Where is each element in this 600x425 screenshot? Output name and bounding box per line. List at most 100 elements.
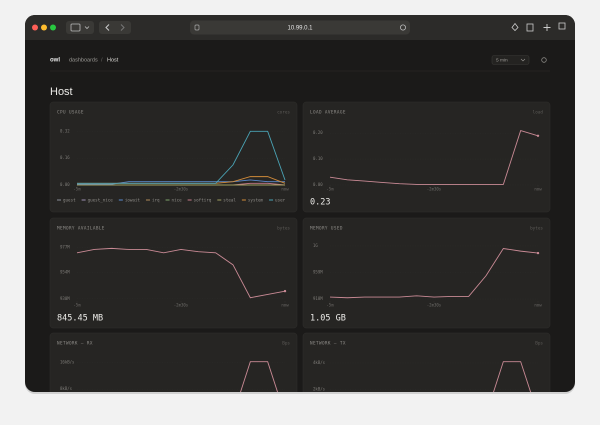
y-tick-label: 4kB/s <box>313 360 326 365</box>
y-tick-label: 918M <box>313 296 323 301</box>
y-tick-label: 0.16 <box>60 155 70 160</box>
panel: NETWORK — TX Bps 2kB/s 4kB/s -5m -2m30s now <box>302 332 551 423</box>
series-line <box>329 248 539 299</box>
panel-title: NETWORK — TX <box>310 341 346 347</box>
x-tick-label: now <box>281 418 289 423</box>
forward-icon[interactable] <box>120 24 125 31</box>
x-tick-label: -2m30s <box>174 418 189 423</box>
x-tick-label: now <box>281 187 289 192</box>
breadcrumb-current: Host <box>107 57 119 63</box>
x-tick-label: -2m30s <box>427 187 442 192</box>
panel: LOAD AVERAGE load 0.00 0.10 0.20 -5m -2m30s now… <box>302 101 551 213</box>
panels: CPU USAGE cores 0.00 0.16 0.32 -5m -2m30s now gu… <box>49 101 551 423</box>
share-icon[interactable] <box>526 23 534 32</box>
panel-title: MEMORY AVAILABLE <box>57 226 105 232</box>
last-point <box>283 289 287 293</box>
range-value: 5 min <box>496 57 508 63</box>
x-tick-label: -2m30s <box>427 418 442 423</box>
x-tick-label: -2m30s <box>427 303 442 308</box>
panel: CPU USAGE cores 0.00 0.16 0.32 -5m -2m30s now gu… <box>49 101 298 213</box>
y-tick-label: 16kB/s <box>60 359 75 364</box>
back-icon[interactable] <box>105 24 110 31</box>
series-line <box>77 361 286 392</box>
legend-label: system <box>248 197 264 202</box>
panel-bg <box>302 101 551 213</box>
breadcrumb-separator: / <box>101 57 103 63</box>
series-line <box>76 247 286 299</box>
panel-unit: load <box>533 110 544 116</box>
breadcrumb-link[interactable]: dashboards <box>69 57 98 63</box>
legend-label: guest <box>63 197 76 202</box>
panel: NETWORK — RX Bps 8kB/s 16kB/s -5m -2m30s now <box>49 332 298 423</box>
legend-label: irq <box>152 197 160 202</box>
x-tick-label: now <box>281 303 289 308</box>
x-tick-label: -5m <box>73 418 81 423</box>
legend-label: user <box>275 197 286 202</box>
legend-label: guest_nice <box>88 197 114 202</box>
page-title: Host <box>50 86 73 98</box>
panel-bg <box>49 332 298 392</box>
panel-unit: bytes <box>277 226 290 232</box>
y-tick-label: 954M <box>60 270 70 275</box>
series-line <box>77 130 286 184</box>
nav-buttons[interactable] <box>99 21 131 34</box>
x-tick-label: -2m30s <box>174 303 189 308</box>
panel-unit: Bps <box>282 341 290 347</box>
y-tick-label: 0.00 <box>313 182 323 187</box>
x-tick-label: now <box>534 303 542 308</box>
bookmark-icon[interactable] <box>511 22 519 32</box>
brand[interactable]: owl <box>50 58 60 64</box>
reload-icon[interactable] <box>399 24 406 31</box>
panel-title: LOAD AVERAGE <box>310 110 346 116</box>
minimize-button[interactable] <box>41 24 47 31</box>
legend-label: iowait <box>125 197 141 202</box>
x-tick-label: -5m <box>326 187 334 192</box>
range-chevron <box>520 58 526 62</box>
last-point <box>537 413 539 415</box>
panel: MEMORY AVAILABLE bytes 930M 954M 977M -5m -2m3… <box>49 217 298 329</box>
url: 10.99.0.1 <box>287 26 313 32</box>
panel-title: CPU USAGE <box>57 110 84 116</box>
x-tick-label: -5m <box>73 303 81 308</box>
series-line <box>330 361 539 392</box>
legend-label: steal <box>223 197 236 202</box>
y-tick-label: 2kB/s <box>313 386 326 391</box>
last-point <box>536 251 540 255</box>
panel-bg <box>302 332 551 392</box>
last-point <box>536 134 540 137</box>
x-tick-label: -2m30s <box>174 187 189 192</box>
x-tick-label: -5m <box>326 303 334 308</box>
y-tick-label: 930M <box>60 296 70 301</box>
panel-bg <box>302 217 551 329</box>
y-tick-label: 977M <box>60 244 70 249</box>
y-tick-label: 8kB/s <box>60 386 73 391</box>
panel-unit: cores <box>277 111 290 116</box>
legend-label: softirq <box>194 197 212 202</box>
current-value: 0.23 <box>310 198 330 208</box>
panel-unit: bytes <box>530 226 543 232</box>
panel-title: MEMORY USED <box>310 226 343 232</box>
chevron-icon <box>84 26 90 30</box>
y-tick-label: 0.10 <box>313 156 323 161</box>
page-icon <box>194 24 200 31</box>
x-tick-label: now <box>534 418 542 423</box>
panel: MEMORY USED bytes 918M 959M 1G -5m -2m30s now 1.… <box>302 217 551 329</box>
legend-label: nice <box>172 197 183 202</box>
tabs-icon[interactable] <box>558 22 566 30</box>
browser-window: 10.99.0.1 owl dashboards / Host 5 min Ho… <box>25 15 575 423</box>
close-button[interactable] <box>32 24 38 31</box>
series-line <box>329 130 539 185</box>
y-tick-label: 0.00 <box>60 182 70 187</box>
panel-title: NETWORK — RX <box>57 341 93 347</box>
range-select[interactable] <box>491 55 530 65</box>
new-tab-icon[interactable] <box>543 24 551 31</box>
address-bar[interactable] <box>190 20 410 35</box>
panel-bg <box>49 217 298 329</box>
current-value: 1.05 GB <box>310 314 346 324</box>
sidebar-icon <box>70 23 81 32</box>
panel-bg <box>49 101 298 213</box>
panel-unit: Bps <box>535 341 543 347</box>
settings-icon[interactable] <box>541 57 547 63</box>
zoom-button[interactable] <box>50 24 56 31</box>
